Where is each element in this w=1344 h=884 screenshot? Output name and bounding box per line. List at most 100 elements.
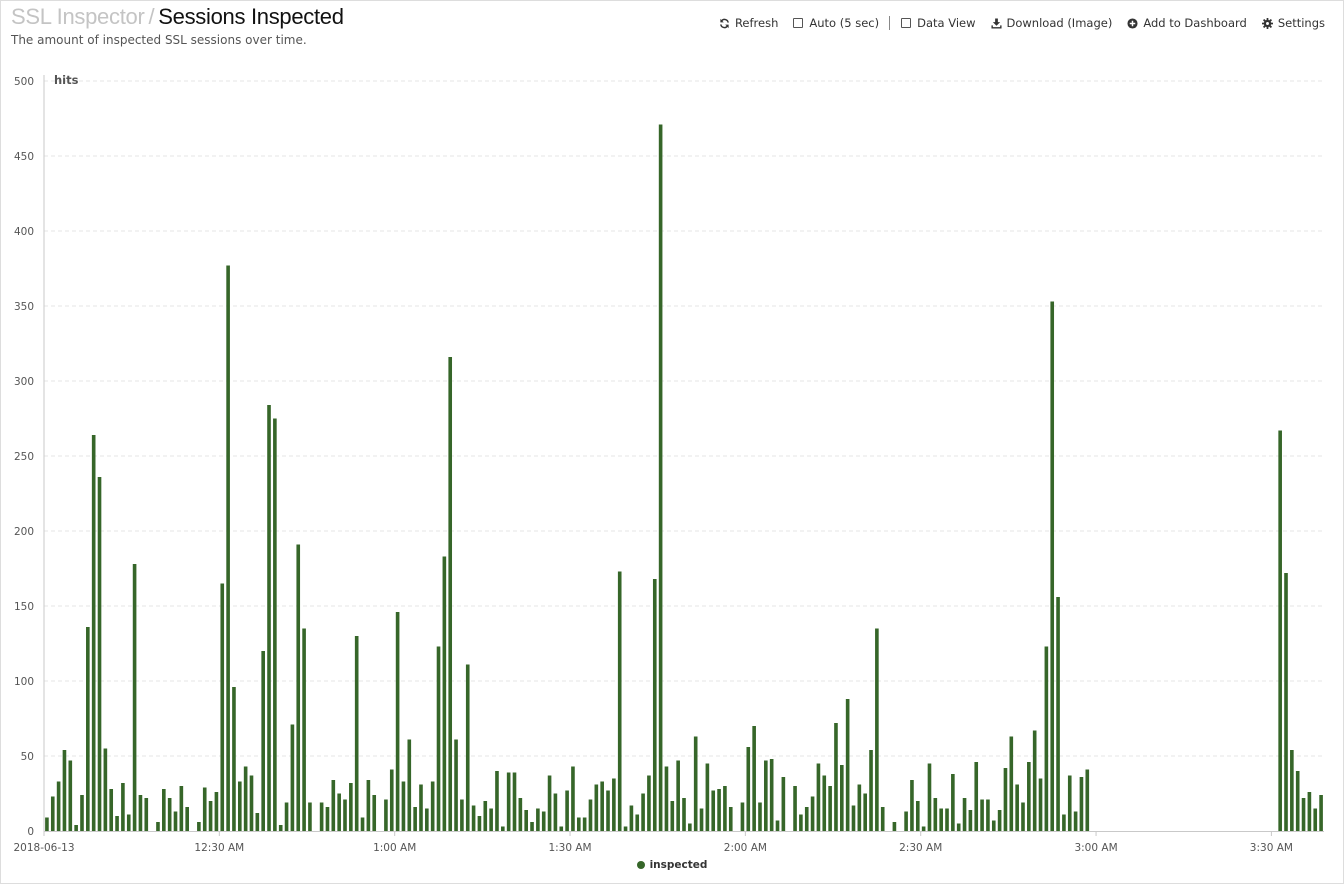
bar[interactable] (752, 726, 756, 831)
bar[interactable] (179, 786, 184, 831)
bar[interactable] (804, 807, 809, 831)
bar[interactable] (740, 802, 745, 832)
bar[interactable] (728, 807, 733, 831)
settings-button[interactable]: Settings (1261, 16, 1325, 30)
bar[interactable] (705, 763, 710, 832)
bar[interactable] (138, 795, 143, 831)
bar[interactable] (851, 805, 856, 832)
bar[interactable] (576, 817, 581, 832)
bar[interactable] (769, 759, 774, 831)
download-image-button[interactable]: Download (Image) (990, 16, 1112, 30)
bar[interactable] (308, 802, 312, 832)
bar[interactable] (483, 801, 488, 831)
bar[interactable] (97, 477, 102, 831)
data-view-checkbox[interactable] (901, 18, 912, 28)
bar[interactable] (793, 786, 797, 831)
bar[interactable] (816, 763, 821, 832)
bar[interactable] (1067, 775, 1072, 832)
bar[interactable] (389, 769, 394, 832)
bar[interactable] (845, 699, 850, 831)
bar[interactable] (91, 435, 96, 831)
bar[interactable] (477, 816, 482, 831)
bar[interactable] (629, 805, 634, 832)
bar[interactable] (746, 747, 751, 831)
bar[interactable] (68, 760, 73, 832)
bar[interactable] (278, 825, 283, 831)
bar[interactable] (74, 825, 78, 831)
bar[interactable] (1319, 795, 1323, 831)
bar[interactable] (676, 760, 680, 832)
bar[interactable] (80, 795, 84, 831)
bar[interactable] (1044, 646, 1049, 832)
bar[interactable] (641, 793, 645, 832)
bar[interactable] (1009, 736, 1014, 832)
bar[interactable] (372, 795, 377, 831)
bar[interactable] (261, 651, 265, 831)
bar[interactable] (717, 789, 721, 831)
bar[interactable] (617, 571, 622, 832)
bar[interactable] (559, 826, 564, 832)
bar[interactable] (243, 766, 248, 832)
bar[interactable] (454, 739, 458, 832)
auto-refresh-toggle[interactable]: Auto (5 sec) (793, 16, 879, 30)
bar[interactable] (407, 739, 412, 832)
bar[interactable] (956, 823, 961, 832)
bar[interactable] (547, 775, 552, 832)
bar[interactable] (395, 612, 400, 831)
bar[interactable] (1313, 808, 1318, 832)
bar[interactable] (945, 808, 949, 832)
bar[interactable] (612, 778, 616, 832)
bar[interactable] (781, 777, 786, 831)
bar[interactable] (56, 781, 61, 832)
bar[interactable] (600, 781, 604, 832)
bar[interactable] (1290, 750, 1294, 831)
bar[interactable] (1021, 802, 1025, 832)
bar[interactable] (1003, 768, 1008, 831)
bar[interactable] (512, 772, 517, 832)
bar[interactable] (50, 796, 55, 832)
bar[interactable] (197, 822, 201, 831)
bar[interactable] (951, 774, 955, 831)
bar[interactable] (758, 802, 762, 832)
bar[interactable] (647, 775, 651, 832)
bar[interactable] (974, 762, 979, 831)
bar[interactable] (121, 783, 125, 831)
bar[interactable] (132, 564, 137, 831)
bar[interactable] (921, 826, 926, 832)
bar[interactable] (652, 579, 657, 831)
bar[interactable] (688, 823, 692, 832)
bar[interactable] (284, 802, 289, 832)
bar[interactable] (290, 724, 295, 832)
bar[interactable] (1062, 814, 1066, 832)
bar[interactable] (1278, 430, 1282, 832)
bar[interactable] (1295, 771, 1300, 831)
bar[interactable] (828, 786, 832, 831)
bar[interactable] (226, 265, 230, 832)
bar[interactable] (863, 793, 867, 832)
bar[interactable] (255, 813, 260, 831)
bar[interactable] (1079, 777, 1084, 831)
bar[interactable] (237, 781, 242, 832)
bar[interactable] (384, 799, 388, 832)
bar[interactable] (354, 636, 359, 831)
bar[interactable] (915, 801, 920, 831)
bar[interactable] (319, 802, 324, 832)
bar[interactable] (1050, 301, 1055, 832)
bar[interactable] (419, 784, 423, 832)
bar[interactable] (302, 628, 306, 832)
bar[interactable] (892, 822, 897, 831)
bar[interactable] (933, 798, 938, 831)
bar[interactable] (162, 789, 166, 831)
bar[interactable] (501, 826, 505, 832)
bar[interactable] (518, 798, 523, 831)
bar[interactable] (86, 627, 90, 831)
bar[interactable] (103, 748, 108, 832)
bar[interactable] (366, 780, 371, 831)
bar[interactable] (115, 816, 119, 831)
bar[interactable] (471, 805, 476, 832)
bar[interactable] (1307, 792, 1312, 831)
bar[interactable] (1073, 811, 1078, 832)
bar[interactable] (296, 544, 301, 832)
bar[interactable] (144, 798, 149, 831)
bar[interactable] (968, 810, 973, 831)
